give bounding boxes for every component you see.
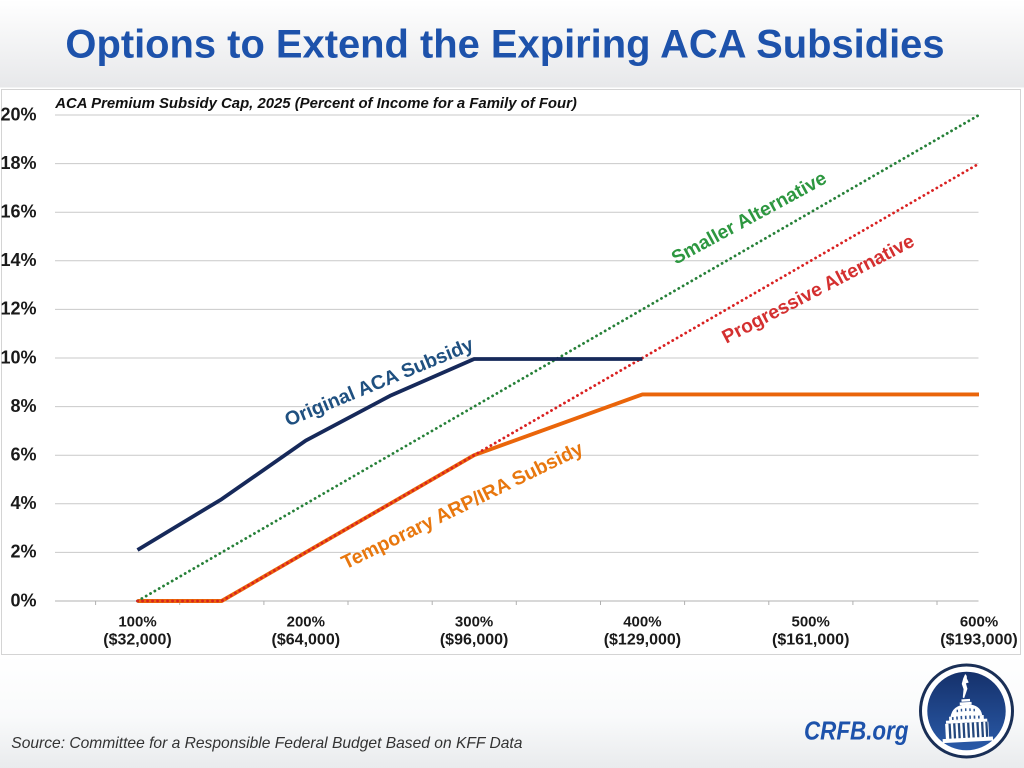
svg-text:0%: 0% [10,590,36,610]
svg-text:($161,000): ($161,000) [772,631,849,648]
svg-text:12%: 12% [0,299,36,319]
svg-text:600%: 600% [960,613,998,630]
svg-text:100%: 100% [118,613,156,630]
svg-text:ACA Premium Subsidy Cap, 2025: ACA Premium Subsidy Cap, 2025 (Percent o… [54,96,577,112]
svg-text:18%: 18% [0,153,36,173]
svg-text:($32,000): ($32,000) [103,631,172,648]
svg-text:($193,000): ($193,000) [940,631,1017,648]
svg-text:4%: 4% [10,493,36,513]
svg-text:CRFB.org: CRFB.org [804,718,909,746]
svg-text:20%: 20% [0,104,36,124]
svg-text:2%: 2% [10,542,36,562]
svg-text:($96,000): ($96,000) [440,631,509,648]
svg-text:14%: 14% [0,250,36,270]
svg-text:400%: 400% [623,613,661,630]
svg-text:500%: 500% [792,613,830,630]
svg-text:Source: Committee for a Respon: Source: Committee for a Responsible Fede… [11,735,522,752]
svg-text:300%: 300% [455,613,493,630]
svg-text:6%: 6% [10,445,36,465]
svg-text:8%: 8% [10,396,36,416]
svg-text:10%: 10% [0,347,36,367]
svg-text:($129,000): ($129,000) [604,631,681,648]
svg-text:Options to Extend the Expiring: Options to Extend the Expiring ACA Subsi… [65,23,944,67]
svg-text:($64,000): ($64,000) [272,631,341,648]
svg-text:16%: 16% [0,202,36,222]
svg-text:200%: 200% [287,613,325,630]
